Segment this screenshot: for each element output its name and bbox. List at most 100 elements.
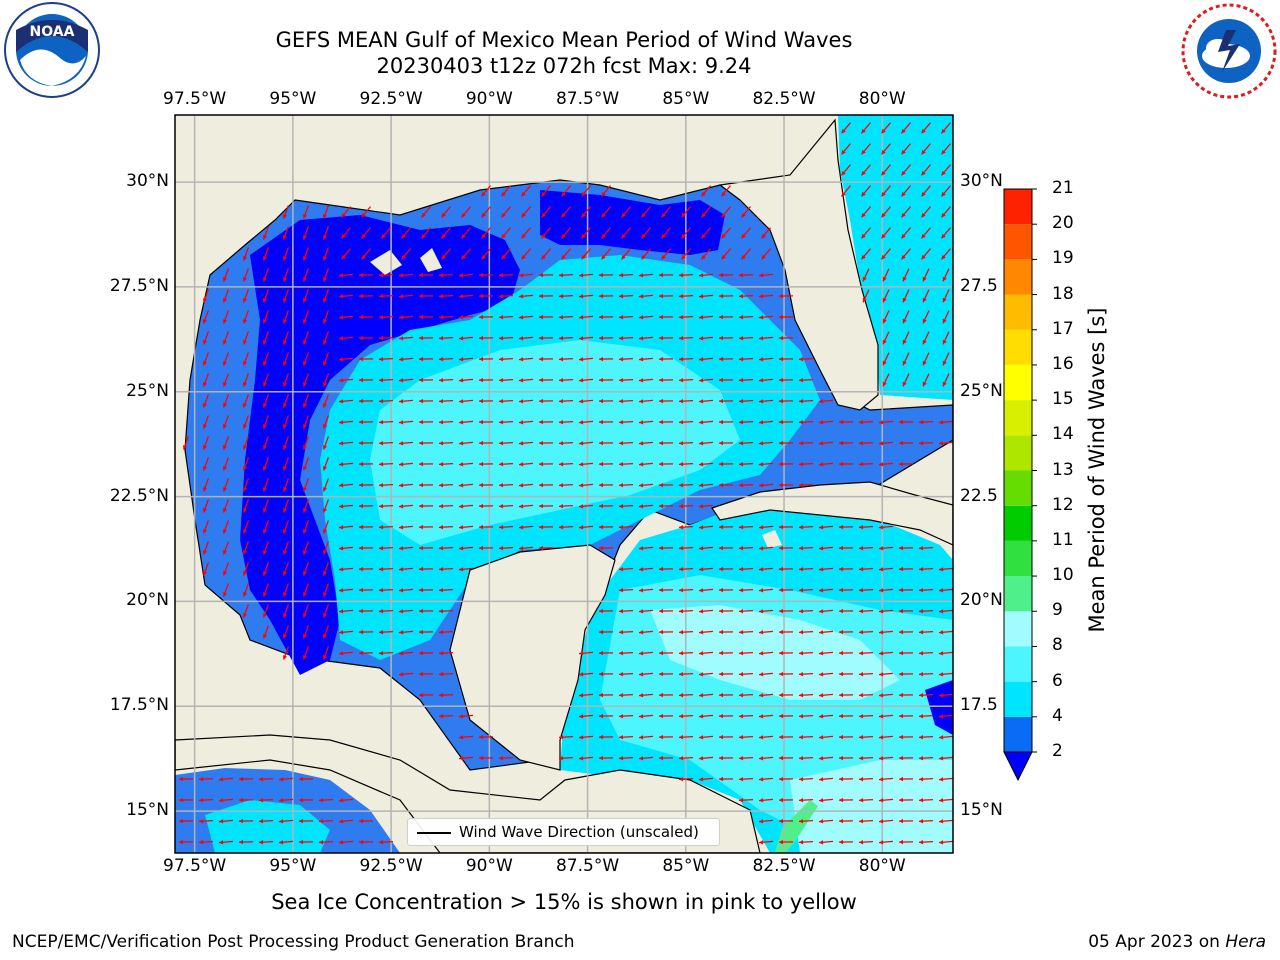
wave-direction-arrow xyxy=(398,462,414,467)
wave-direction-arrow xyxy=(478,755,494,761)
wave-direction-arrow xyxy=(678,461,694,467)
wave-direction-arrow xyxy=(902,268,910,282)
wave-direction-arrow xyxy=(378,839,394,845)
wave-direction-arrow xyxy=(701,227,711,239)
wave-direction-arrow xyxy=(621,227,631,239)
wave-direction-arrow xyxy=(698,525,714,530)
wave-direction-arrow xyxy=(838,461,854,467)
wave-direction-arrow xyxy=(922,373,930,387)
wave-direction-arrow xyxy=(338,651,354,656)
wave-direction-arrow xyxy=(518,420,534,425)
wave-direction-arrow xyxy=(358,314,374,320)
wave-direction-arrow xyxy=(901,248,911,260)
wave-direction-arrow xyxy=(282,205,290,219)
wave-direction-arrow xyxy=(242,457,250,471)
wave-direction-arrow xyxy=(302,415,310,429)
wave-direction-arrow xyxy=(498,545,514,551)
lon-tick-label-bottom: 95°W xyxy=(269,856,317,876)
wave-direction-arrow xyxy=(302,457,310,471)
wave-direction-arrow xyxy=(358,818,374,824)
wave-direction-arrow xyxy=(741,227,751,239)
wave-direction-arrow xyxy=(798,671,814,677)
noaa-logo-icon: NOAA xyxy=(4,2,100,98)
wave-direction-arrow xyxy=(378,335,394,341)
lon-tick-label-top: 82.5°W xyxy=(752,89,816,109)
wave-direction-arrow xyxy=(578,504,594,509)
wave-direction-arrow xyxy=(598,440,614,446)
wave-direction-arrow xyxy=(698,714,714,719)
wave-direction-arrow xyxy=(338,399,354,404)
wave-direction-arrow xyxy=(818,462,834,467)
wave-direction-arrow xyxy=(598,755,614,761)
colorbar-segment xyxy=(1004,189,1032,225)
wave-direction-arrow xyxy=(278,798,294,803)
wave-direction-arrow xyxy=(538,545,554,551)
wave-direction-arrow xyxy=(938,819,953,824)
wave-direction-arrow xyxy=(818,756,834,761)
colorbar-segment xyxy=(1004,329,1032,365)
wave-direction-arrow xyxy=(282,625,290,639)
colorbar-tick-label: 18 xyxy=(1052,283,1074,304)
wave-direction-arrow xyxy=(638,630,654,635)
wave-direction-arrow xyxy=(222,499,230,513)
wave-direction-arrow xyxy=(738,713,754,719)
wave-direction-arrow xyxy=(318,818,334,824)
wave-direction-arrow xyxy=(202,436,210,450)
wave-direction-arrow xyxy=(862,289,870,303)
wave-direction-arrow xyxy=(818,588,834,593)
wave-direction-arrow xyxy=(598,482,614,488)
colorbar-segment xyxy=(1004,364,1032,401)
wave-direction-arrow xyxy=(901,185,911,197)
wave-direction-arrow xyxy=(658,587,674,593)
wave-direction-arrow xyxy=(861,206,871,218)
wave-direction-arrow xyxy=(698,777,714,782)
wave-direction-arrow xyxy=(498,503,514,509)
wave-direction-arrow xyxy=(378,566,394,572)
wave-direction-arrow xyxy=(658,482,674,488)
wave-direction-arrow xyxy=(538,524,554,530)
wave-direction-arrow xyxy=(242,541,250,555)
wave-direction-arrow xyxy=(678,377,694,383)
wave-direction-arrow xyxy=(718,461,734,467)
wave-direction-arrow xyxy=(478,272,494,278)
wave-direction-arrow xyxy=(638,483,654,488)
wave-direction-arrow xyxy=(838,692,854,698)
wave-direction-arrow xyxy=(381,227,391,239)
wave-direction-arrow xyxy=(378,482,394,488)
wave-direction-arrow xyxy=(921,122,931,134)
wave-direction-arrow xyxy=(618,587,634,593)
wave-direction-arrow xyxy=(302,289,310,303)
wave-direction-arrow xyxy=(678,356,694,362)
wave-direction-arrow xyxy=(938,420,953,425)
wave-direction-arrow xyxy=(941,185,951,197)
wave-direction-arrow xyxy=(578,294,594,299)
wave-direction-arrow xyxy=(738,608,754,614)
wave-direction-arrow xyxy=(798,440,814,446)
wave-direction-arrow xyxy=(858,797,874,803)
wave-direction-arrow xyxy=(922,289,930,303)
wave-direction-arrow xyxy=(458,357,474,362)
wave-direction-arrow xyxy=(282,562,290,576)
wave-direction-arrow xyxy=(338,588,354,593)
wave-direction-arrow xyxy=(698,399,714,404)
wave-direction-arrow xyxy=(458,315,474,320)
wave-direction-arrow xyxy=(918,776,934,782)
wave-direction-arrow xyxy=(358,587,374,593)
wave-direction-arrow xyxy=(698,273,714,278)
wave-direction-arrow xyxy=(841,185,851,197)
wave-direction-arrow xyxy=(941,206,951,218)
wave-direction-arrow xyxy=(242,478,250,492)
wave-direction-arrow xyxy=(658,692,674,698)
low-period-zone-north xyxy=(540,190,725,255)
wave-direction-arrow xyxy=(318,839,334,845)
wave-direction-arrow xyxy=(678,482,694,488)
wave-direction-arrow xyxy=(302,646,310,660)
wave-direction-arrow xyxy=(778,461,794,467)
wave-direction-arrow xyxy=(558,419,574,425)
wave-direction-arrow xyxy=(498,293,514,299)
colorbar-tick-label: 6 xyxy=(1052,670,1063,691)
map-title: GEFS MEAN Gulf of Mexico Mean Period of … xyxy=(275,28,853,52)
wave-direction-arrow xyxy=(738,734,754,740)
wave-direction-arrow xyxy=(338,420,354,425)
wave-direction-arrow xyxy=(478,482,494,488)
